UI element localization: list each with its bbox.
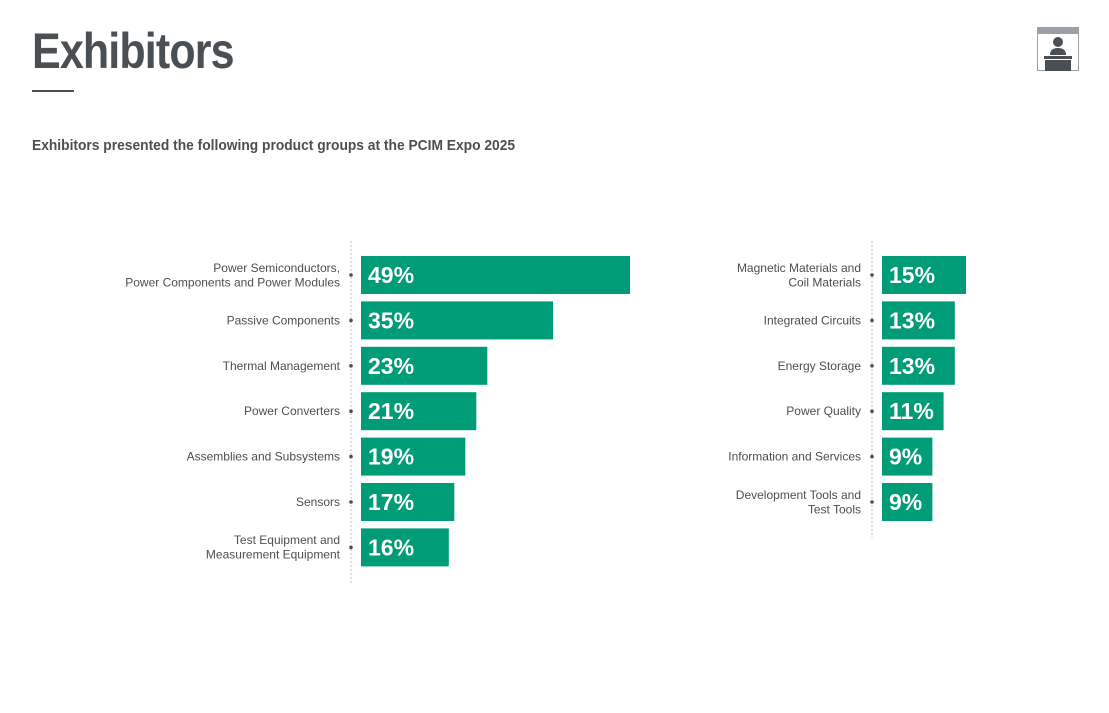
bar-value-label: 9% [889,444,922,470]
category-label: Test Equipment and Measurement Equipment [206,533,341,562]
bar-value-label: 19% [368,444,414,470]
chart-left: 49% Power Semiconductors, Power Components… [125,241,630,583]
bar [361,392,477,431]
category-label: Sensors [296,495,340,509]
axis-tick-dot [349,273,353,277]
page-title: Exhibitors [32,23,235,79]
bar [361,437,466,476]
axis-tick-dot [870,273,874,277]
bar [361,301,554,340]
bar-value-label: 16% [368,534,414,560]
category-label: Thermal Management [223,359,341,373]
page-subtitle: Exhibitors presented the following produ… [32,137,516,154]
bar-value-label: 23% [368,353,414,379]
bar [882,256,966,294]
bar [882,392,944,431]
category-label: Power Quality [786,404,861,418]
category-label: Power Semiconductors, Power Components an… [125,261,340,290]
axis-tick-dot [870,500,874,504]
bar [361,256,630,294]
axis-tick-dot [349,545,353,550]
category-label: Magnetic Materials and Coil Materials [737,261,861,290]
bar [361,483,455,521]
category-label: Passive Components [227,313,340,327]
bar-value-label: 13% [889,353,935,379]
bar [361,346,488,385]
bar [361,528,449,567]
category-label: Development Tools and Test Tools [736,488,861,517]
axis-tick-dot [870,318,874,323]
bar-value-label: 9% [889,489,922,515]
bar-value-label: 11% [889,398,934,424]
title-underline [32,90,74,92]
bar-value-label: 35% [368,307,414,333]
category-label: Energy Storage [778,359,862,373]
bar [882,301,955,340]
chart-right: 15% Magnetic Materials and Coil Materials 1… [728,241,966,538]
axis-tick-dot [870,454,874,459]
bar [882,483,933,521]
axis-tick-dot [349,318,353,323]
axis-tick-dot [349,364,353,368]
axis-tick-dot [870,364,874,368]
bar-value-label: 49% [368,262,414,288]
category-label: Integrated Circuits [764,313,861,327]
axis-tick-dot [349,500,353,504]
category-label: Information and Services [728,450,861,464]
exhibitor-booth-icon [1037,27,1079,71]
category-label: Power Converters [244,404,340,418]
category-label: Assemblies and Subsystems [187,450,340,464]
bar-value-label: 17% [368,489,414,515]
bar [882,437,933,476]
bar-value-label: 13% [889,307,935,333]
axis-tick-dot [870,409,874,414]
bar-value-label: 15% [889,262,935,288]
bar [882,346,955,385]
axis-tick-dot [349,454,353,459]
axis-tick-dot [349,409,353,414]
bar-value-label: 21% [368,398,414,424]
